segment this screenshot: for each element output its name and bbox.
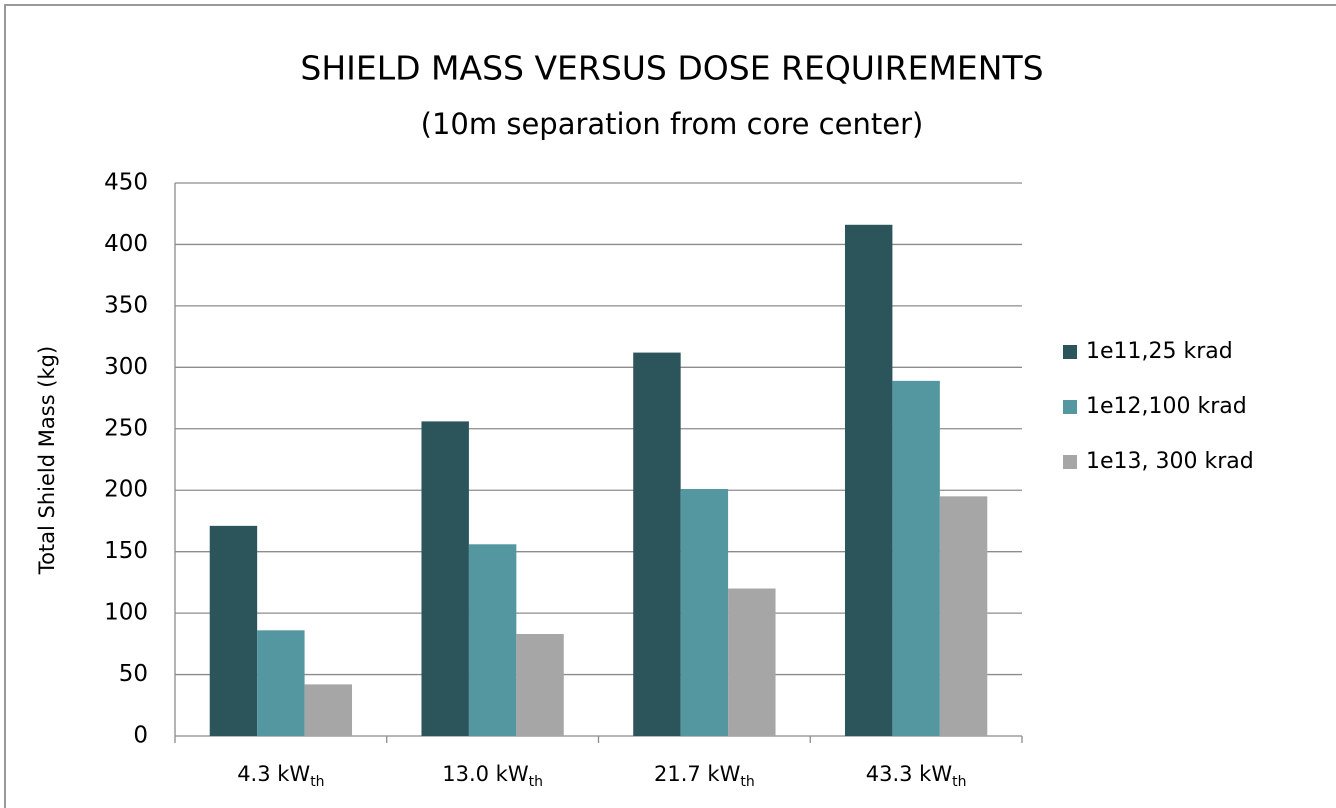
bar (939, 496, 988, 736)
bar (304, 684, 353, 736)
bar (257, 630, 305, 736)
y-tick-label: 400 (104, 231, 148, 257)
y-tick-label: 450 (104, 170, 148, 196)
legend-swatch (1063, 345, 1077, 359)
y-tick-label: 350 (104, 292, 148, 318)
y-tick-label: 50 (119, 661, 148, 687)
x-tick-label-subscript: th (952, 774, 966, 790)
legend-label: 1e12,100 krad (1086, 394, 1247, 419)
y-tick-label: 100 (104, 600, 148, 626)
x-tick-label-subscript: th (529, 774, 543, 790)
x-tick-label-text: 4.3 kW (237, 762, 310, 786)
chart-title: SHIELD MASS VERSUS DOSE REQUIREMENTS (300, 49, 1043, 88)
legend-label: 1e13, 300 krad (1086, 449, 1254, 474)
bar (892, 380, 940, 736)
bar (209, 525, 258, 736)
legend-swatch (1063, 400, 1077, 414)
x-tick-label: 43.3 kWth (866, 762, 967, 790)
frame (4, 4, 1336, 808)
legend-label: 1e11,25 krad (1086, 339, 1233, 364)
bar (633, 352, 681, 736)
bar (421, 421, 469, 736)
legend-swatch (1063, 455, 1077, 469)
x-tick-label-text: 13.0 kW (442, 762, 529, 786)
x-tick-label-text: 21.7 kW (654, 762, 741, 786)
y-tick-label: 200 (104, 477, 148, 503)
chart-subtitle: (10m separation from core center) (421, 107, 924, 141)
x-tick-label: 13.0 kWth (442, 762, 543, 790)
x-tick-label: 21.7 kWth (654, 762, 755, 790)
bar (680, 488, 729, 736)
x-tick-label-subscript: th (740, 774, 754, 790)
x-tick-label-subscript: th (310, 774, 324, 790)
x-tick-label: 4.3 kWth (237, 762, 324, 790)
bar (468, 544, 517, 736)
bar (844, 224, 893, 736)
y-axis-label: Total Shield Mass (kg) (35, 346, 59, 575)
bar (516, 634, 564, 736)
bar (728, 588, 776, 736)
x-tick-label-text: 43.3 kW (866, 762, 953, 786)
y-tick-label: 250 (104, 415, 148, 441)
y-tick-label: 0 (133, 723, 148, 749)
y-tick-label: 300 (104, 354, 148, 380)
y-tick-label: 150 (104, 538, 148, 564)
